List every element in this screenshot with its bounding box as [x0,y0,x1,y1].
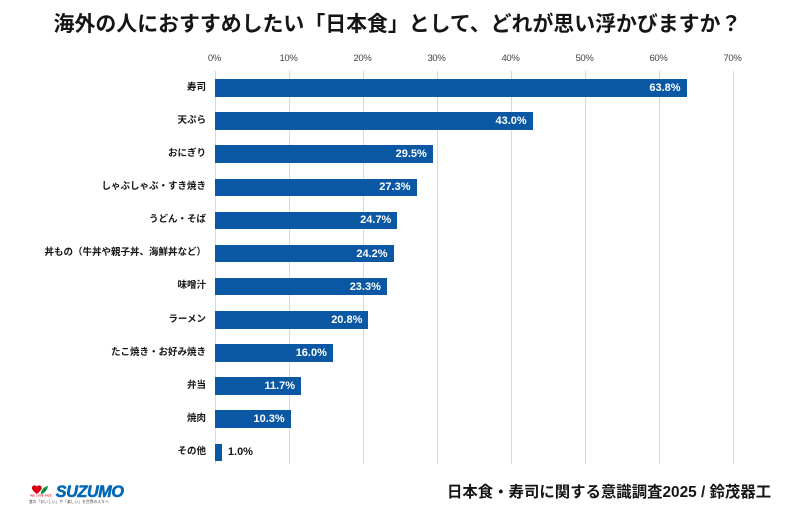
svg-text:食の「おいしい」や「楽しい」を世界の人々へ: 食の「おいしい」や「楽しい」を世界の人々へ [29,499,109,504]
svg-text:WE LOVE RICE: WE LOVE RICE [31,494,52,498]
svg-text:SUZUMO: SUZUMO [56,483,125,501]
